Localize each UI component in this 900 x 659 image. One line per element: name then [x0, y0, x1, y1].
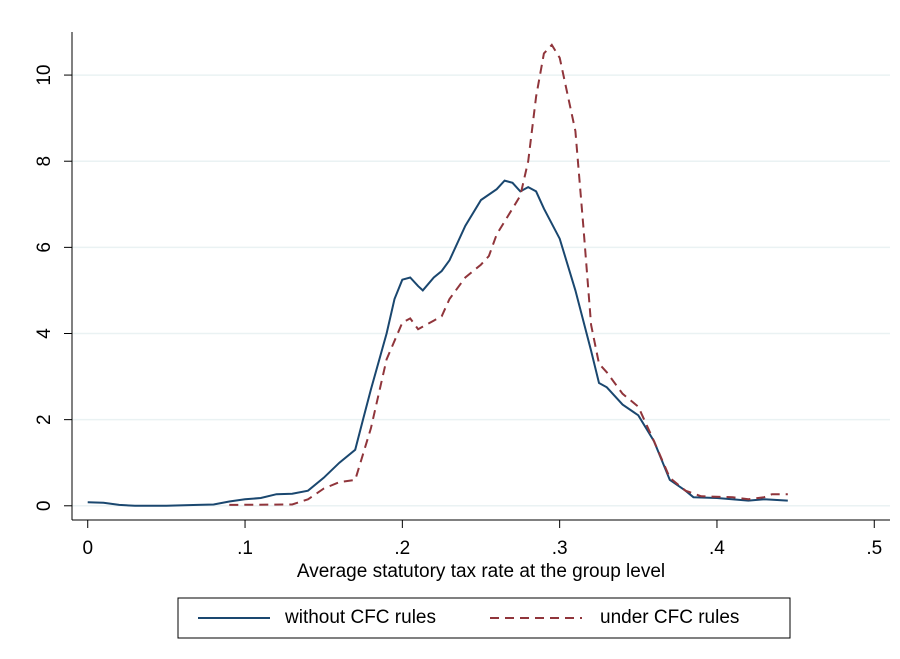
x-tick-label: .3: [552, 538, 568, 559]
x-tick-label: .5: [866, 538, 882, 559]
y-tick-label: 0: [34, 500, 55, 511]
y-tick-label: 8: [34, 156, 55, 167]
y-tick-label: 10: [34, 65, 55, 86]
legend-label: under CFC rules: [600, 607, 739, 628]
x-tick-label: .4: [709, 538, 725, 559]
y-tick-label: 6: [34, 242, 55, 253]
x-tick-label: 0: [82, 538, 93, 559]
series-line: [229, 43, 788, 506]
x-tick-label: .1: [237, 538, 253, 559]
legend-box: [177, 597, 791, 639]
series-line: [87, 179, 788, 507]
y-tick-label: 4: [34, 328, 55, 339]
x-axis-label: Average statutory tax rate at the group …: [297, 561, 665, 582]
legend-label: without CFC rules: [284, 607, 436, 628]
y-tick-label: 2: [34, 414, 55, 425]
x-tick-label: .2: [394, 538, 410, 559]
